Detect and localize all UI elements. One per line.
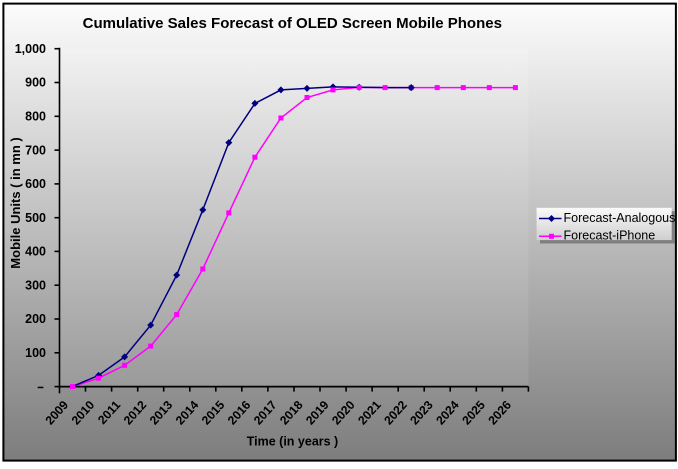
svg-text:Forecast-Analogous: Forecast-Analogous [564,211,676,225]
svg-text:800: 800 [25,110,46,124]
svg-text:200: 200 [25,312,46,326]
svg-text:Time (in years ): Time (in years ) [247,435,338,449]
svg-text:100: 100 [25,346,46,360]
svg-text:700: 700 [25,143,46,157]
svg-text:600: 600 [25,177,46,191]
svg-text:Mobile Units ( in mn ): Mobile Units ( in mn ) [8,137,23,268]
svg-text:1,000: 1,000 [15,42,46,56]
svg-text:Cumulative Sales Forecast of O: Cumulative Sales Forecast of OLED Screen… [83,15,502,32]
svg-text:900: 900 [25,76,46,90]
svg-text:300: 300 [25,278,46,292]
svg-text:500: 500 [25,211,46,225]
svg-text:Forecast-iPhone: Forecast-iPhone [564,229,656,243]
svg-text:400: 400 [25,245,46,259]
